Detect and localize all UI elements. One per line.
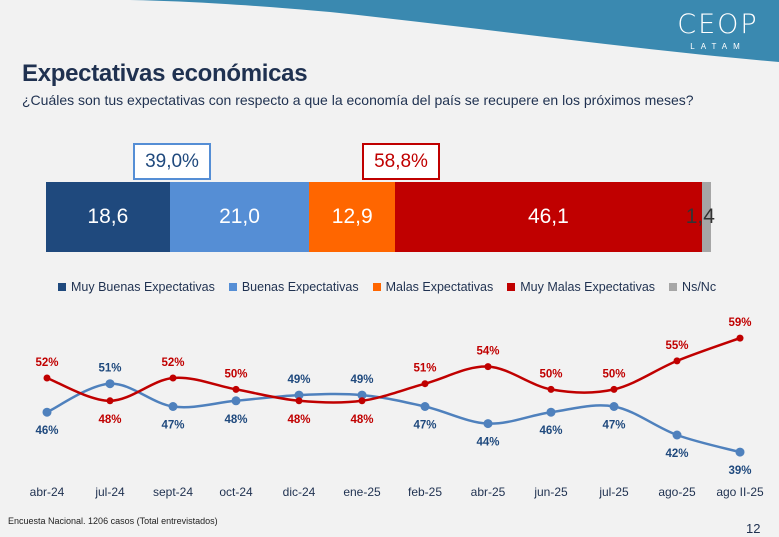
footnote: Encuesta Nacional. 1206 casos (Total ent…	[8, 516, 218, 526]
x-tick-label: jul-25	[598, 485, 629, 499]
page-title: Expectativas económicas	[22, 60, 308, 87]
x-tick-label: jul-24	[94, 485, 125, 499]
legend-swatch	[507, 283, 516, 291]
legend-swatch	[58, 283, 66, 291]
legend-item: Muy Buenas Expectativas	[58, 280, 215, 294]
data-label: 49%	[287, 374, 310, 386]
legend: Muy Buenas Expectativas Buenas Expectativ…	[58, 280, 716, 294]
page-number: 12	[746, 521, 761, 536]
bar-label: 21,0	[219, 205, 260, 228]
page-subtitle: ¿Cuáles son tus expectativas con respect…	[22, 92, 694, 108]
legend-label: Malas Expectativas	[385, 280, 494, 294]
data-point	[231, 396, 241, 406]
bar-segment: 21,0	[169, 182, 310, 252]
data-point	[673, 357, 681, 365]
x-tick-label: feb-25	[408, 485, 442, 499]
x-tick-label: dic-24	[283, 485, 316, 499]
legend-item: Muy Malas Expectativas	[507, 280, 655, 294]
bar-segment: 12,9	[309, 182, 396, 252]
negative-total-box: 58,8%	[362, 143, 440, 180]
data-point	[609, 402, 619, 411]
legend-label: Muy Malas Expectativas	[520, 280, 656, 294]
data-point	[421, 380, 429, 388]
data-label: 46%	[35, 425, 58, 437]
data-label: 47%	[602, 420, 625, 432]
data-point	[357, 390, 367, 400]
data-label: 50%	[539, 368, 562, 380]
data-point	[294, 390, 304, 400]
data-point	[105, 379, 115, 389]
x-tick-label: ago II-25	[716, 485, 764, 499]
x-tick-label: abr-24	[30, 485, 65, 499]
legend-label: Buenas Expectativas	[241, 280, 359, 294]
data-label: 50%	[224, 368, 247, 380]
data-label: 48%	[98, 414, 121, 426]
trend-line-chart: 46% 51% 47% 48% 49% 49% 47% 44% 46% 47% 42% 39% 52% 4…	[30, 317, 764, 499]
data-label: 59%	[728, 317, 751, 329]
header-wave	[130, 0, 779, 62]
x-tick-label: sept-24	[153, 485, 193, 499]
data-point	[735, 447, 745, 457]
legend-item: Buenas Expectativas	[228, 280, 359, 294]
series-line-negative	[46, 336, 741, 404]
data-point	[484, 363, 492, 371]
data-label: 48%	[224, 414, 247, 426]
legend-label: Muy Buenas Expectativas	[71, 280, 215, 294]
data-label: 44%	[476, 437, 499, 449]
data-point	[546, 407, 556, 417]
legend-item: Malas Expectativas	[372, 280, 494, 294]
bar-label: 12,9	[331, 205, 373, 228]
data-label: 50%	[602, 368, 625, 380]
data-label: 48%	[287, 414, 310, 426]
legend-swatch	[228, 283, 237, 291]
data-label: 52%	[35, 357, 58, 369]
data-point	[736, 334, 744, 342]
data-label: 52%	[161, 357, 184, 369]
ceop-logo: CEOP LATAM	[677, 9, 759, 52]
data-label: 46%	[539, 425, 562, 437]
legend-swatch	[372, 283, 381, 291]
data-point	[420, 402, 430, 411]
data-point	[672, 430, 682, 440]
bar-segment: 1,4	[686, 182, 715, 252]
data-label: 42%	[665, 448, 688, 460]
data-point	[169, 374, 177, 382]
bar-label: 18,6	[87, 205, 129, 228]
bar-label: 1,4	[685, 205, 715, 228]
data-point	[106, 397, 114, 405]
legend-label: Ns/Nc	[682, 280, 717, 294]
positive-total-box: 39,0%	[133, 143, 211, 180]
legend-item: Ns/Nc	[669, 280, 716, 294]
data-label: 39%	[728, 465, 751, 477]
data-label: 47%	[413, 420, 436, 432]
legend-swatch	[669, 283, 678, 291]
data-label: 54%	[476, 346, 499, 358]
data-point	[295, 397, 303, 405]
data-point	[610, 385, 618, 393]
x-tick-label: oct-24	[219, 485, 253, 499]
data-point	[43, 374, 51, 382]
data-point	[483, 419, 493, 429]
x-tick-label: abr-25	[471, 485, 506, 499]
data-label: 55%	[665, 340, 688, 352]
x-tick-label: ago-25	[658, 485, 696, 499]
data-label: 48%	[350, 414, 373, 426]
data-label: 51%	[98, 363, 121, 375]
x-tick-label: jun-25	[533, 485, 568, 499]
stacked-bar: 18,6 21,0 12,9 46,1 1,4	[46, 182, 715, 252]
bar-segment: 18,6	[46, 182, 170, 252]
data-label: 49%	[350, 374, 373, 386]
data-label: 51%	[413, 363, 436, 375]
series-line-positive	[46, 382, 741, 454]
bar-label: 46,1	[527, 205, 569, 228]
x-tick-label: ene-25	[343, 485, 381, 499]
data-label: 47%	[161, 420, 184, 432]
data-point	[42, 407, 52, 417]
data-point	[547, 385, 555, 393]
data-point	[168, 402, 178, 411]
data-point	[232, 385, 240, 393]
bar-segment: 46,1	[395, 182, 702, 252]
data-point	[358, 397, 366, 405]
